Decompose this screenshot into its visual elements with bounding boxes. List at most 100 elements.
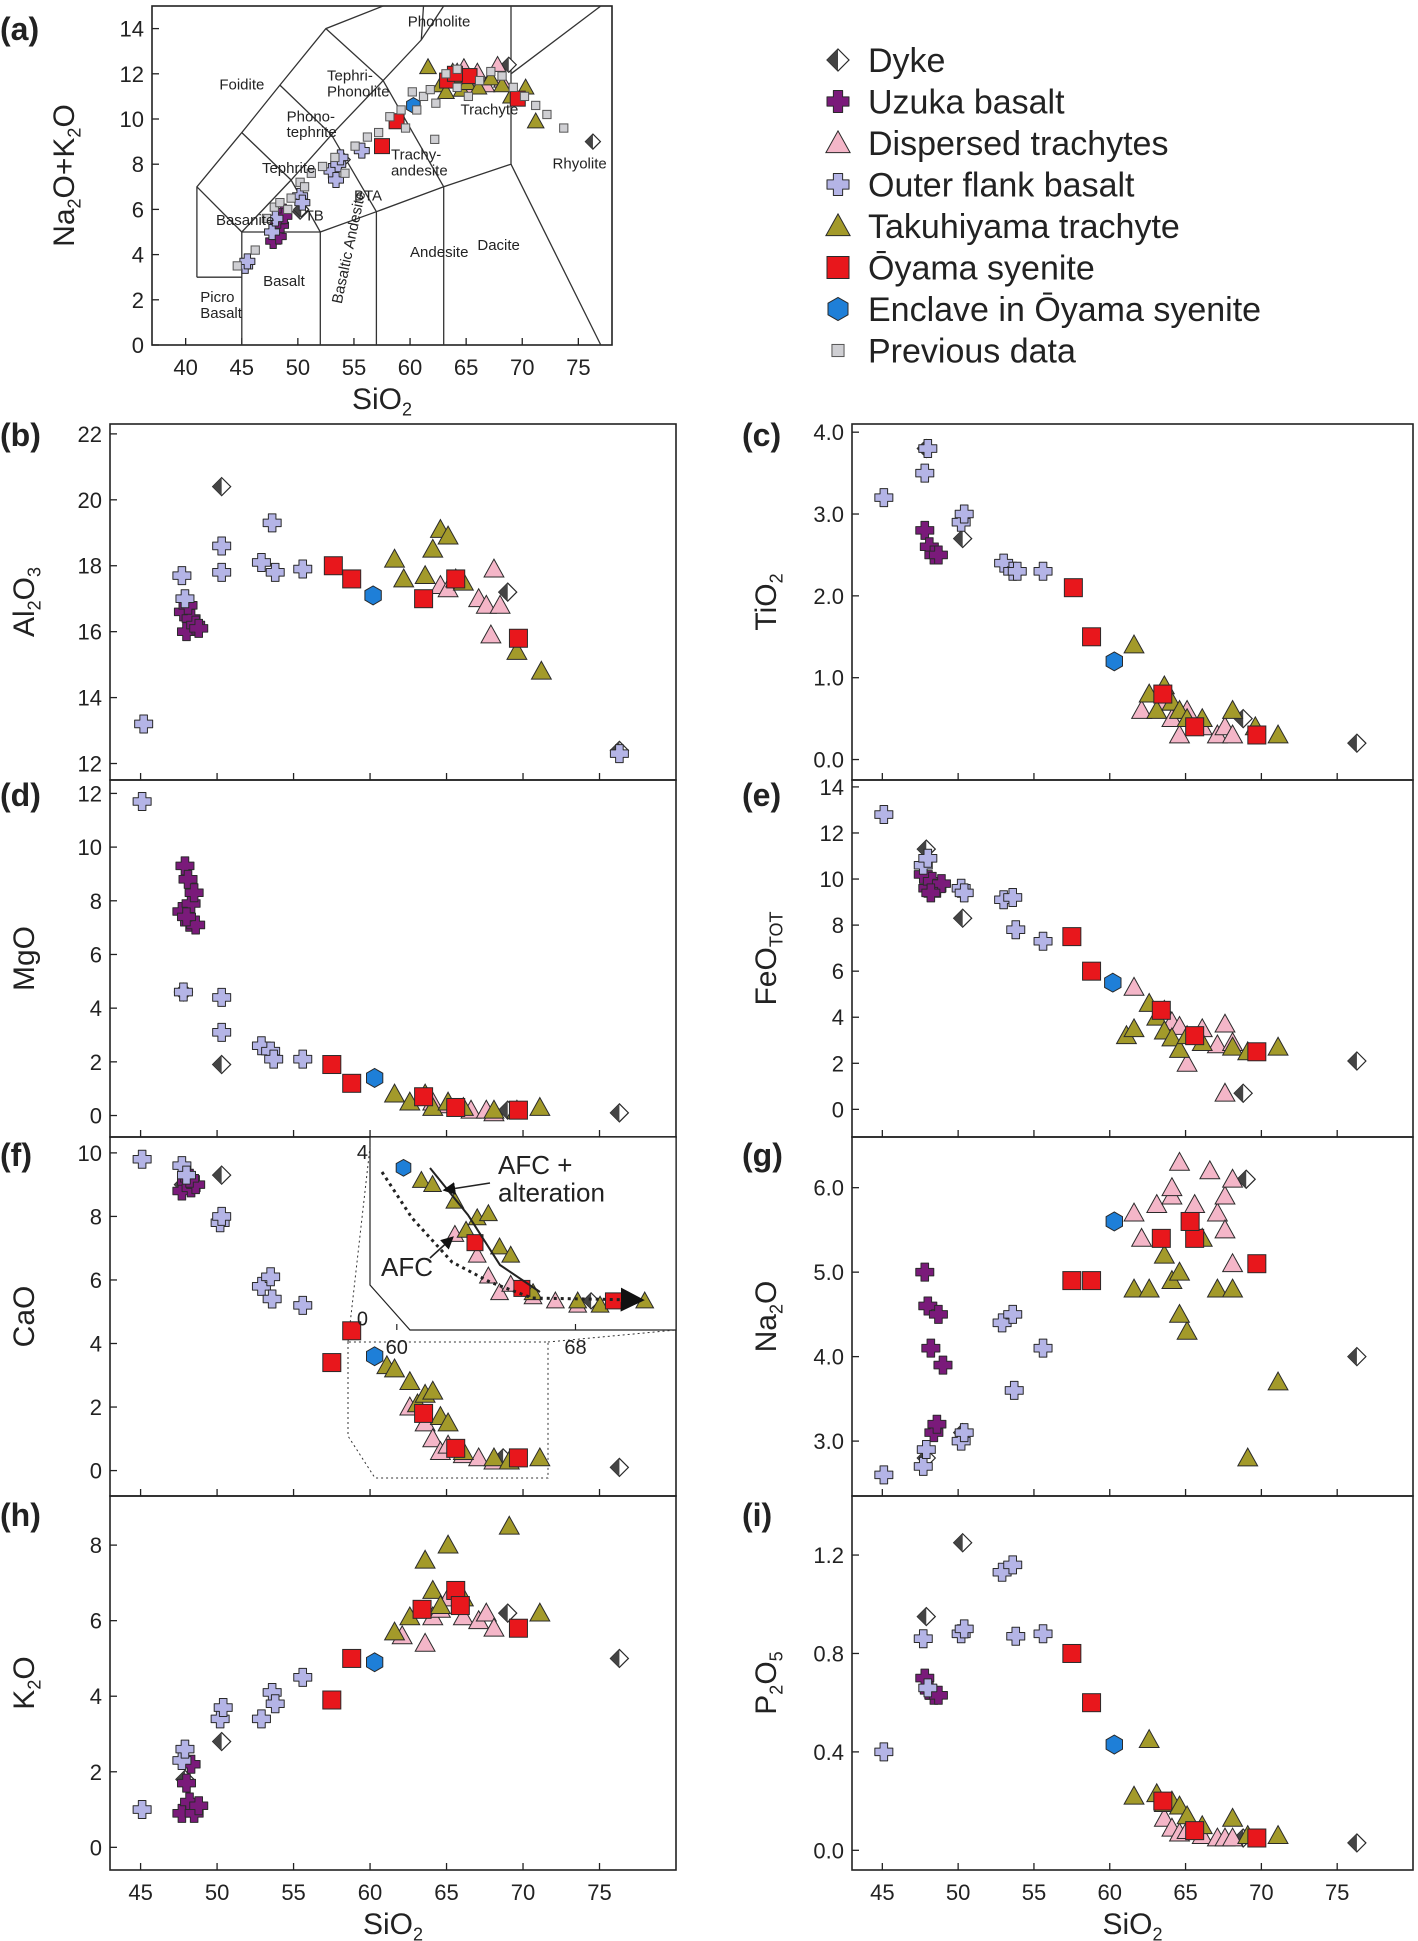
- point-h-outer-flank-basalt: [251, 1709, 271, 1729]
- point-i-takuhiyama-trachyte: [1221, 1807, 1244, 1827]
- ytick-label-f: 8: [90, 1204, 102, 1229]
- point-d-outer-flank-basalt: [173, 982, 193, 1002]
- point-a-previous-data: [350, 141, 360, 151]
- point-g-outer-flank-basalt: [874, 1465, 894, 1485]
- tas-field-label: Trachy-andesite: [391, 147, 448, 180]
- point-b-outer-flank-basalt: [212, 562, 232, 582]
- figure-text: (a)(b) (c)(d) (e)(f) (g)(h) (i)0246810121440…: [0, 11, 1349, 1941]
- point-g-takuhiyama-trachyte: [1176, 1320, 1198, 1340]
- point-e-dispersed-trachytes: [1214, 1082, 1236, 1102]
- point-f-takuhiyama-trachyte: [483, 1446, 505, 1467]
- ytick-label-c: 0.0: [813, 748, 844, 773]
- point-a-previous-data: [283, 204, 293, 215]
- point-h-uzuka-basalt: [176, 1773, 196, 1793]
- point-c-outer-flank-basalt: [1007, 561, 1027, 581]
- point-g-dispersed-trachytes: [1130, 1227, 1153, 1247]
- point-c-enclave-in-yama-syenite: [1105, 651, 1123, 672]
- ytick-label-c: 4.0: [813, 420, 844, 445]
- point-b--yama-syenite: [446, 569, 466, 589]
- point-g-dispersed-trachytes: [1123, 1202, 1145, 1222]
- point-g-dispersed-trachytes: [1214, 1185, 1236, 1205]
- legend-label: Ōyama syenite: [868, 250, 1095, 288]
- point-e-dispersed-trachytes: [1176, 1052, 1198, 1072]
- point-i-outer-flank-basalt: [874, 1742, 894, 1762]
- point-f-dyke: [609, 1457, 630, 1478]
- point-a-previous-data: [299, 182, 310, 192]
- legend-marker-uzuka-basalt: [826, 90, 850, 113]
- point-h--yama-syenite: [412, 1599, 432, 1619]
- point-c-outer-flank-basalt: [918, 439, 938, 459]
- point-e--yama-syenite: [1062, 927, 1082, 947]
- point-h-takuhiyama-trachyte: [498, 1515, 521, 1535]
- point-a-previous-data: [340, 168, 350, 178]
- point-f-outer-flank-basalt: [262, 1289, 282, 1309]
- plot-frame-h: [109, 1495, 677, 1871]
- tas-boundary: [330, 134, 377, 213]
- point-a-previous-data: [431, 98, 441, 108]
- inset-point-takuhiyama-trachyte: [590, 1295, 610, 1313]
- plot-frame-c: [851, 423, 1414, 781]
- ytick-label-d: 8: [90, 889, 102, 914]
- panel-letter-e: (e): [742, 777, 781, 813]
- point-c-outer-flank-basalt: [915, 463, 935, 483]
- point-a--yama-syenite: [461, 68, 478, 85]
- point-g-outer-flank-basalt: [1033, 1338, 1053, 1358]
- legend-label: Dyke: [868, 42, 945, 80]
- point-f--yama-syenite: [446, 1438, 466, 1458]
- ytick-label-a: 12: [120, 62, 144, 87]
- point-a-previous-data: [362, 132, 373, 142]
- point-g-uzuka-basalt: [915, 1262, 935, 1282]
- point-i--yama-syenite: [1185, 1821, 1205, 1841]
- point-f-enclave-in-yama-syenite: [366, 1346, 384, 1367]
- tas-classification-lines: [196, 5, 602, 346]
- point-b-takuhiyama-trachyte: [383, 548, 406, 568]
- ytick-label-i: 1.2: [813, 1543, 844, 1568]
- point-a-previous-data: [374, 127, 384, 138]
- xtick-label-i: 65: [1173, 1880, 1197, 1905]
- ytick-label-b: 12: [78, 752, 102, 777]
- panel-letter-i: (i): [742, 1497, 772, 1533]
- point-a-takuhiyama-trachyte: [526, 111, 545, 129]
- inset-point-dispersed-trachytes: [545, 1291, 566, 1309]
- point-g-takuhiyama-trachyte: [1221, 1278, 1244, 1298]
- point-a-previous-data: [486, 66, 496, 77]
- point-b-takuhiyama-trachyte: [506, 640, 528, 660]
- point-a-previous-data: [317, 161, 328, 172]
- point-e-dispersed-trachytes: [1206, 1033, 1229, 1054]
- point-a-dyke: [584, 133, 602, 150]
- xtick-label-h: 60: [358, 1880, 382, 1905]
- ytick-label-h: 6: [90, 1609, 102, 1634]
- point-i--yama-syenite: [1082, 1693, 1102, 1713]
- point-b-dispersed-trachytes: [483, 558, 505, 578]
- point-h-dispersed-trachytes: [414, 1632, 436, 1652]
- point-a-dyke: [500, 56, 518, 74]
- tas-boundary: [420, 5, 425, 40]
- tas-field-label: Picro Basalt: [200, 289, 243, 322]
- point-b--yama-syenite: [414, 589, 434, 609]
- y-axis-label-e: FeOTOT: [750, 911, 787, 1005]
- point-g-outer-flank-basalt: [913, 1456, 933, 1476]
- point-e-outer-flank-basalt: [1006, 920, 1026, 940]
- inset-point-takuhiyama-trachyte: [411, 1170, 432, 1188]
- point-h-dispersed-trachytes: [475, 1602, 498, 1622]
- tas-boundary: [196, 186, 243, 233]
- point-b-outer-flank-basalt: [293, 559, 313, 579]
- ytick-label-f: 6: [90, 1268, 102, 1293]
- point-d--yama-syenite: [322, 1055, 342, 1075]
- point-h-dispersed-trachytes: [483, 1617, 505, 1637]
- y-axis-label-c: TiO2: [750, 573, 787, 630]
- point-a--yama-syenite: [374, 138, 390, 155]
- point-a-takuhiyama-trachyte: [492, 75, 512, 93]
- point-e--yama-syenite: [1151, 1000, 1171, 1020]
- ytick-label-i: 0.0: [813, 1838, 844, 1863]
- tas-field-label: BTA: [354, 187, 382, 204]
- point-h--yama-syenite: [342, 1648, 362, 1668]
- xtick-label-i: 50: [946, 1880, 970, 1905]
- annotation-afc: AFC: [381, 1252, 433, 1282]
- legend-marker-enclave-in-yama-syenite: [827, 296, 849, 322]
- point-c-takuhiyama-trachyte: [1123, 634, 1145, 654]
- point-a-previous-data: [232, 261, 242, 271]
- point-h--yama-syenite: [508, 1618, 528, 1638]
- point-e-uzuka-basalt: [921, 883, 941, 903]
- point-g-uzuka-basalt: [927, 1414, 947, 1434]
